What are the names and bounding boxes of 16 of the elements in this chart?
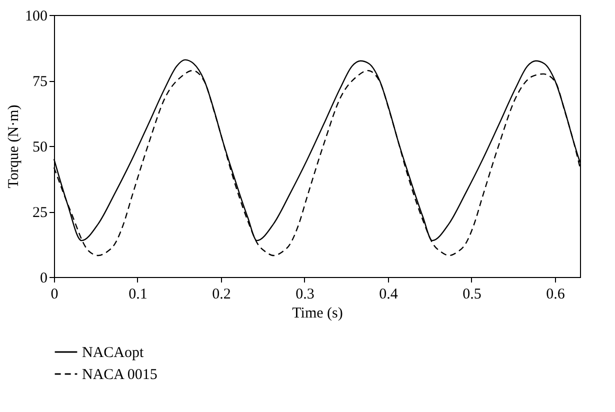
legend-label: NACA 0015 xyxy=(82,367,158,383)
x-tick-label: 0.3 xyxy=(296,286,314,302)
y-axis-title: Torque (N·m) xyxy=(6,104,22,188)
y-tick-label: 75 xyxy=(32,74,48,90)
x-tick-label: 0 xyxy=(50,286,58,302)
y-tick-label: 50 xyxy=(32,140,48,156)
legend-label: NACAopt xyxy=(82,345,144,361)
x-tick-label: 0.5 xyxy=(462,286,482,302)
y-tick-label: 100 xyxy=(25,8,48,24)
x-tick-label: 0.2 xyxy=(212,286,231,302)
x-axis-title: Time (s) xyxy=(292,306,343,322)
x-tick-label: 0.6 xyxy=(546,286,566,302)
y-tick-label: 0 xyxy=(40,270,48,286)
y-tick-label: 25 xyxy=(32,205,48,221)
x-tick-label: 0.1 xyxy=(128,286,148,302)
x-tick-label: 0.4 xyxy=(379,286,398,302)
